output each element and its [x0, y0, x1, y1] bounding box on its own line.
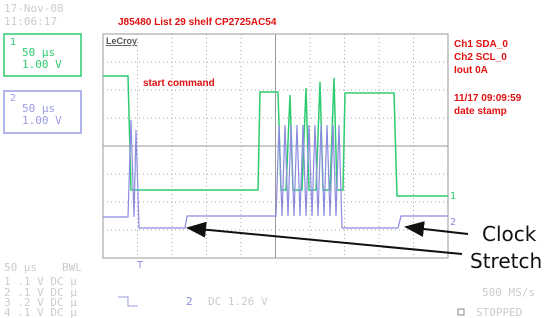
time: 11:06:17: [4, 15, 57, 28]
scope-screen: 17-Nov-08 11:06:17 1 50 µs 1.00 V 2 50 µ…: [0, 0, 555, 318]
info-ch2: Ch2 SCL_0: [454, 52, 507, 63]
footer-trigger-level: DC 1.26 V: [208, 295, 268, 308]
info-date-stamp: date stamp: [454, 106, 507, 117]
state-icon: [458, 309, 464, 315]
ch1-marker: 1: [450, 191, 456, 202]
footer-state: STOPPED: [476, 306, 522, 318]
footer-timebase: 50 µs: [4, 261, 37, 274]
ch2-volts: 1.00 V: [22, 114, 62, 127]
ch2-id: 2: [10, 93, 16, 104]
footer-bwl: BWL: [62, 261, 82, 274]
brand: LeCroy: [106, 36, 137, 46]
clock-label: Clock: [482, 222, 537, 246]
title: J85480 List 29 shelf CP2725AC54: [118, 17, 277, 28]
ch1-id: 1: [10, 37, 16, 48]
ch2-marker: 2: [450, 217, 456, 228]
stretch-label: Stretch: [470, 249, 542, 273]
info-iout: Iout 0A: [454, 65, 488, 76]
date: 17-Nov-08: [4, 2, 64, 15]
footer-rate: 500 MS/s: [482, 286, 535, 299]
info-timestamp: 11/17 09:09:59: [454, 93, 522, 104]
trigger-icon: [118, 297, 138, 306]
footer-trigger-ch: 2: [186, 295, 193, 308]
trigger-marker: T: [137, 260, 143, 271]
arrow: [188, 228, 462, 254]
info-ch1: Ch1 SDA_0: [454, 39, 508, 50]
ch1-volts: 1.00 V: [22, 58, 62, 71]
footer-row: 4 .1 V DC µ: [4, 306, 77, 318]
start-label: start command: [143, 78, 215, 89]
